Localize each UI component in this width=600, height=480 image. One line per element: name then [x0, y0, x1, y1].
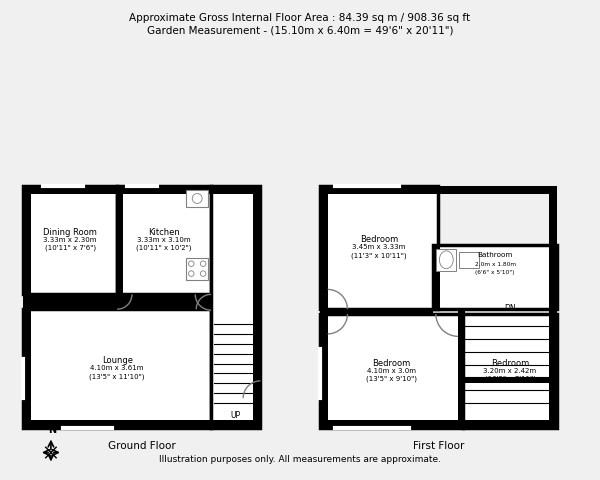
- Bar: [23, 186, 125, 193]
- Bar: [458, 377, 550, 384]
- Text: N: N: [48, 425, 56, 435]
- Text: (6'6" x 5'10"): (6'6" x 5'10"): [475, 270, 515, 275]
- Text: (13'5" x 11'10"): (13'5" x 11'10"): [89, 373, 145, 380]
- Bar: [320, 420, 557, 428]
- Text: Ground Floor: Ground Floor: [108, 441, 176, 451]
- Bar: [433, 245, 557, 309]
- Text: Bathroom: Bathroom: [478, 252, 513, 258]
- Text: 3.33m x 2.30m: 3.33m x 2.30m: [43, 237, 97, 243]
- Circle shape: [192, 193, 202, 204]
- Text: Bedroom: Bedroom: [360, 235, 398, 244]
- Bar: [549, 186, 557, 428]
- Bar: [459, 252, 479, 268]
- Bar: [187, 190, 208, 207]
- Bar: [211, 186, 260, 428]
- Bar: [23, 186, 117, 294]
- Bar: [23, 186, 31, 428]
- Text: Dining Room: Dining Room: [43, 228, 97, 237]
- Text: (10'11" x 7'6"): (10'11" x 7'6"): [44, 245, 96, 251]
- Bar: [117, 186, 123, 309]
- Bar: [117, 186, 260, 193]
- Text: 3.20m x 2.42m: 3.20m x 2.42m: [484, 368, 536, 374]
- Bar: [320, 186, 439, 309]
- Bar: [253, 186, 260, 428]
- Text: 4.10m x 3.61m: 4.10m x 3.61m: [91, 365, 144, 372]
- Text: 2.0m x 1.80m: 2.0m x 1.80m: [475, 262, 516, 267]
- Bar: [433, 245, 440, 309]
- Circle shape: [200, 271, 206, 276]
- Bar: [320, 186, 557, 193]
- Text: Bedroom: Bedroom: [373, 359, 410, 368]
- Ellipse shape: [439, 251, 453, 269]
- Text: Illustration purposes only. All measurements are approximate.: Illustration purposes only. All measurem…: [159, 455, 441, 464]
- Bar: [187, 258, 208, 279]
- Text: (13'5" x 9'10"): (13'5" x 9'10"): [366, 376, 417, 382]
- Bar: [23, 309, 211, 428]
- Text: Bedroom: Bedroom: [491, 359, 529, 368]
- Text: Kitchen: Kitchen: [148, 228, 180, 237]
- Bar: [320, 309, 433, 314]
- Bar: [23, 294, 211, 309]
- Bar: [463, 314, 557, 428]
- Bar: [436, 249, 456, 271]
- Text: DN: DN: [504, 304, 516, 313]
- Text: UP: UP: [230, 411, 241, 420]
- Text: 3.45m x 3.33m: 3.45m x 3.33m: [352, 244, 406, 251]
- Circle shape: [188, 261, 194, 266]
- Text: 4.10m x 3.0m: 4.10m x 3.0m: [367, 368, 416, 374]
- Text: (10'11" x 10'2"): (10'11" x 10'2"): [136, 245, 192, 251]
- Text: (10'5" x 7'11"): (10'5" x 7'11"): [485, 376, 536, 382]
- Bar: [458, 309, 465, 428]
- Circle shape: [188, 271, 194, 276]
- Text: First Floor: First Floor: [413, 441, 464, 451]
- Circle shape: [200, 261, 206, 266]
- Bar: [117, 186, 211, 294]
- Bar: [23, 420, 260, 428]
- Text: Lounge: Lounge: [101, 356, 133, 365]
- Text: Garden Measurement - (15.10m x 6.40m = 49'6" x 20'11"): Garden Measurement - (15.10m x 6.40m = 4…: [147, 25, 453, 36]
- Text: 3.33m x 3.10m: 3.33m x 3.10m: [137, 237, 191, 243]
- Bar: [320, 186, 328, 428]
- Bar: [320, 314, 463, 428]
- Text: Approximate Gross Internal Floor Area : 84.39 sq m / 908.36 sq ft: Approximate Gross Internal Floor Area : …: [130, 12, 470, 23]
- Text: (11'3" x 10'11"): (11'3" x 10'11"): [351, 252, 407, 259]
